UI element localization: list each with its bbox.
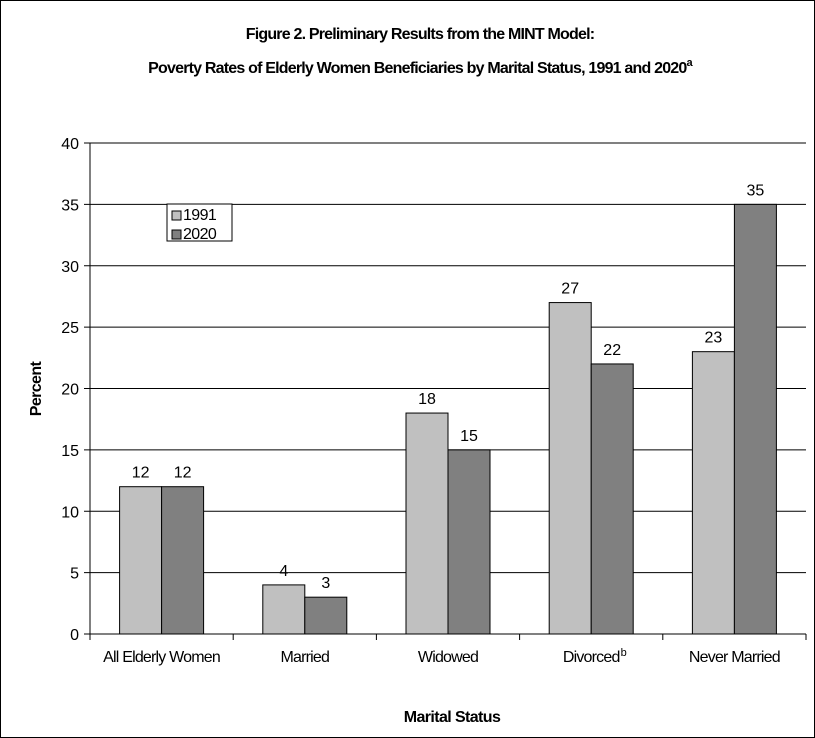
- bar-2020-all-elderly-women: [161, 486, 205, 635]
- y-axis-ticks: 0 5 10 15 20 25 30 35 40: [61, 136, 90, 644]
- bar-1991-never-married: [691, 351, 735, 635]
- y-tick-label: 30: [61, 259, 79, 276]
- y-tick-label: 0: [70, 627, 79, 644]
- data-labels: 12 12 4 3 18 15 27 22 23 35: [132, 182, 765, 592]
- bar-1991-divorced: [548, 302, 592, 635]
- x-category-label: Married: [280, 649, 329, 666]
- y-tick-label: 35: [61, 197, 79, 214]
- axes: [89, 143, 807, 640]
- x-category-label: Widowed: [418, 649, 478, 666]
- bars: [119, 203, 777, 635]
- data-label: 12: [174, 465, 192, 482]
- x-category-label: Never Married: [689, 649, 780, 666]
- data-label: 18: [418, 391, 436, 408]
- data-label: 27: [561, 281, 579, 298]
- legend-swatch-2020: [171, 229, 182, 240]
- bar-1991-widowed: [405, 412, 449, 635]
- data-label: 35: [747, 182, 765, 199]
- chart-subtitle-text: Poverty Rates of Elderly Women Beneficia…: [148, 60, 687, 77]
- bar-1991-married: [262, 584, 306, 635]
- legend-label-1991: 1991: [183, 207, 217, 224]
- legend-swatch-1991: [171, 210, 182, 221]
- x-axis-title: Marital Status: [404, 709, 501, 726]
- legend-box: [166, 203, 233, 242]
- y-tick-label: 25: [61, 320, 79, 337]
- y-tick-label: 5: [70, 566, 79, 583]
- bar-2020-never-married: [733, 203, 777, 635]
- data-label: 23: [705, 330, 723, 347]
- data-label: 12: [132, 465, 150, 482]
- x-category-label: All Elderly Women: [103, 649, 220, 666]
- gridlines: [90, 142, 806, 574]
- data-label: 4: [279, 563, 288, 580]
- y-tick-label: 20: [61, 382, 79, 399]
- x-category-label: Divorced: [563, 649, 620, 666]
- bar-1991-all-elderly-women: [119, 486, 163, 635]
- chart-subtitle: Poverty Rates of Elderly Women Beneficia…: [148, 57, 693, 77]
- chart-subtitle-superscript: a: [687, 57, 694, 69]
- y-axis-title: Percent: [28, 360, 45, 416]
- category-superscript: b: [621, 647, 627, 659]
- y-tick-label: 40: [61, 136, 79, 153]
- y-tick-label: 15: [61, 443, 79, 460]
- data-label: 15: [460, 428, 478, 445]
- bar-2020-divorced: [590, 363, 634, 635]
- legend-label-2020: 2020: [183, 226, 217, 243]
- bar-2020-widowed: [447, 449, 491, 635]
- legend: 1991 2020: [166, 203, 233, 243]
- data-label: 3: [321, 575, 330, 592]
- chart-title: Figure 2. Preliminary Results from the M…: [246, 26, 595, 43]
- y-tick-label: 10: [61, 504, 79, 521]
- x-axis-categories: All Elderly Women Married Widowed Divorced b…: [103, 647, 780, 666]
- data-label: 22: [603, 342, 621, 359]
- bar-2020-married: [304, 596, 348, 635]
